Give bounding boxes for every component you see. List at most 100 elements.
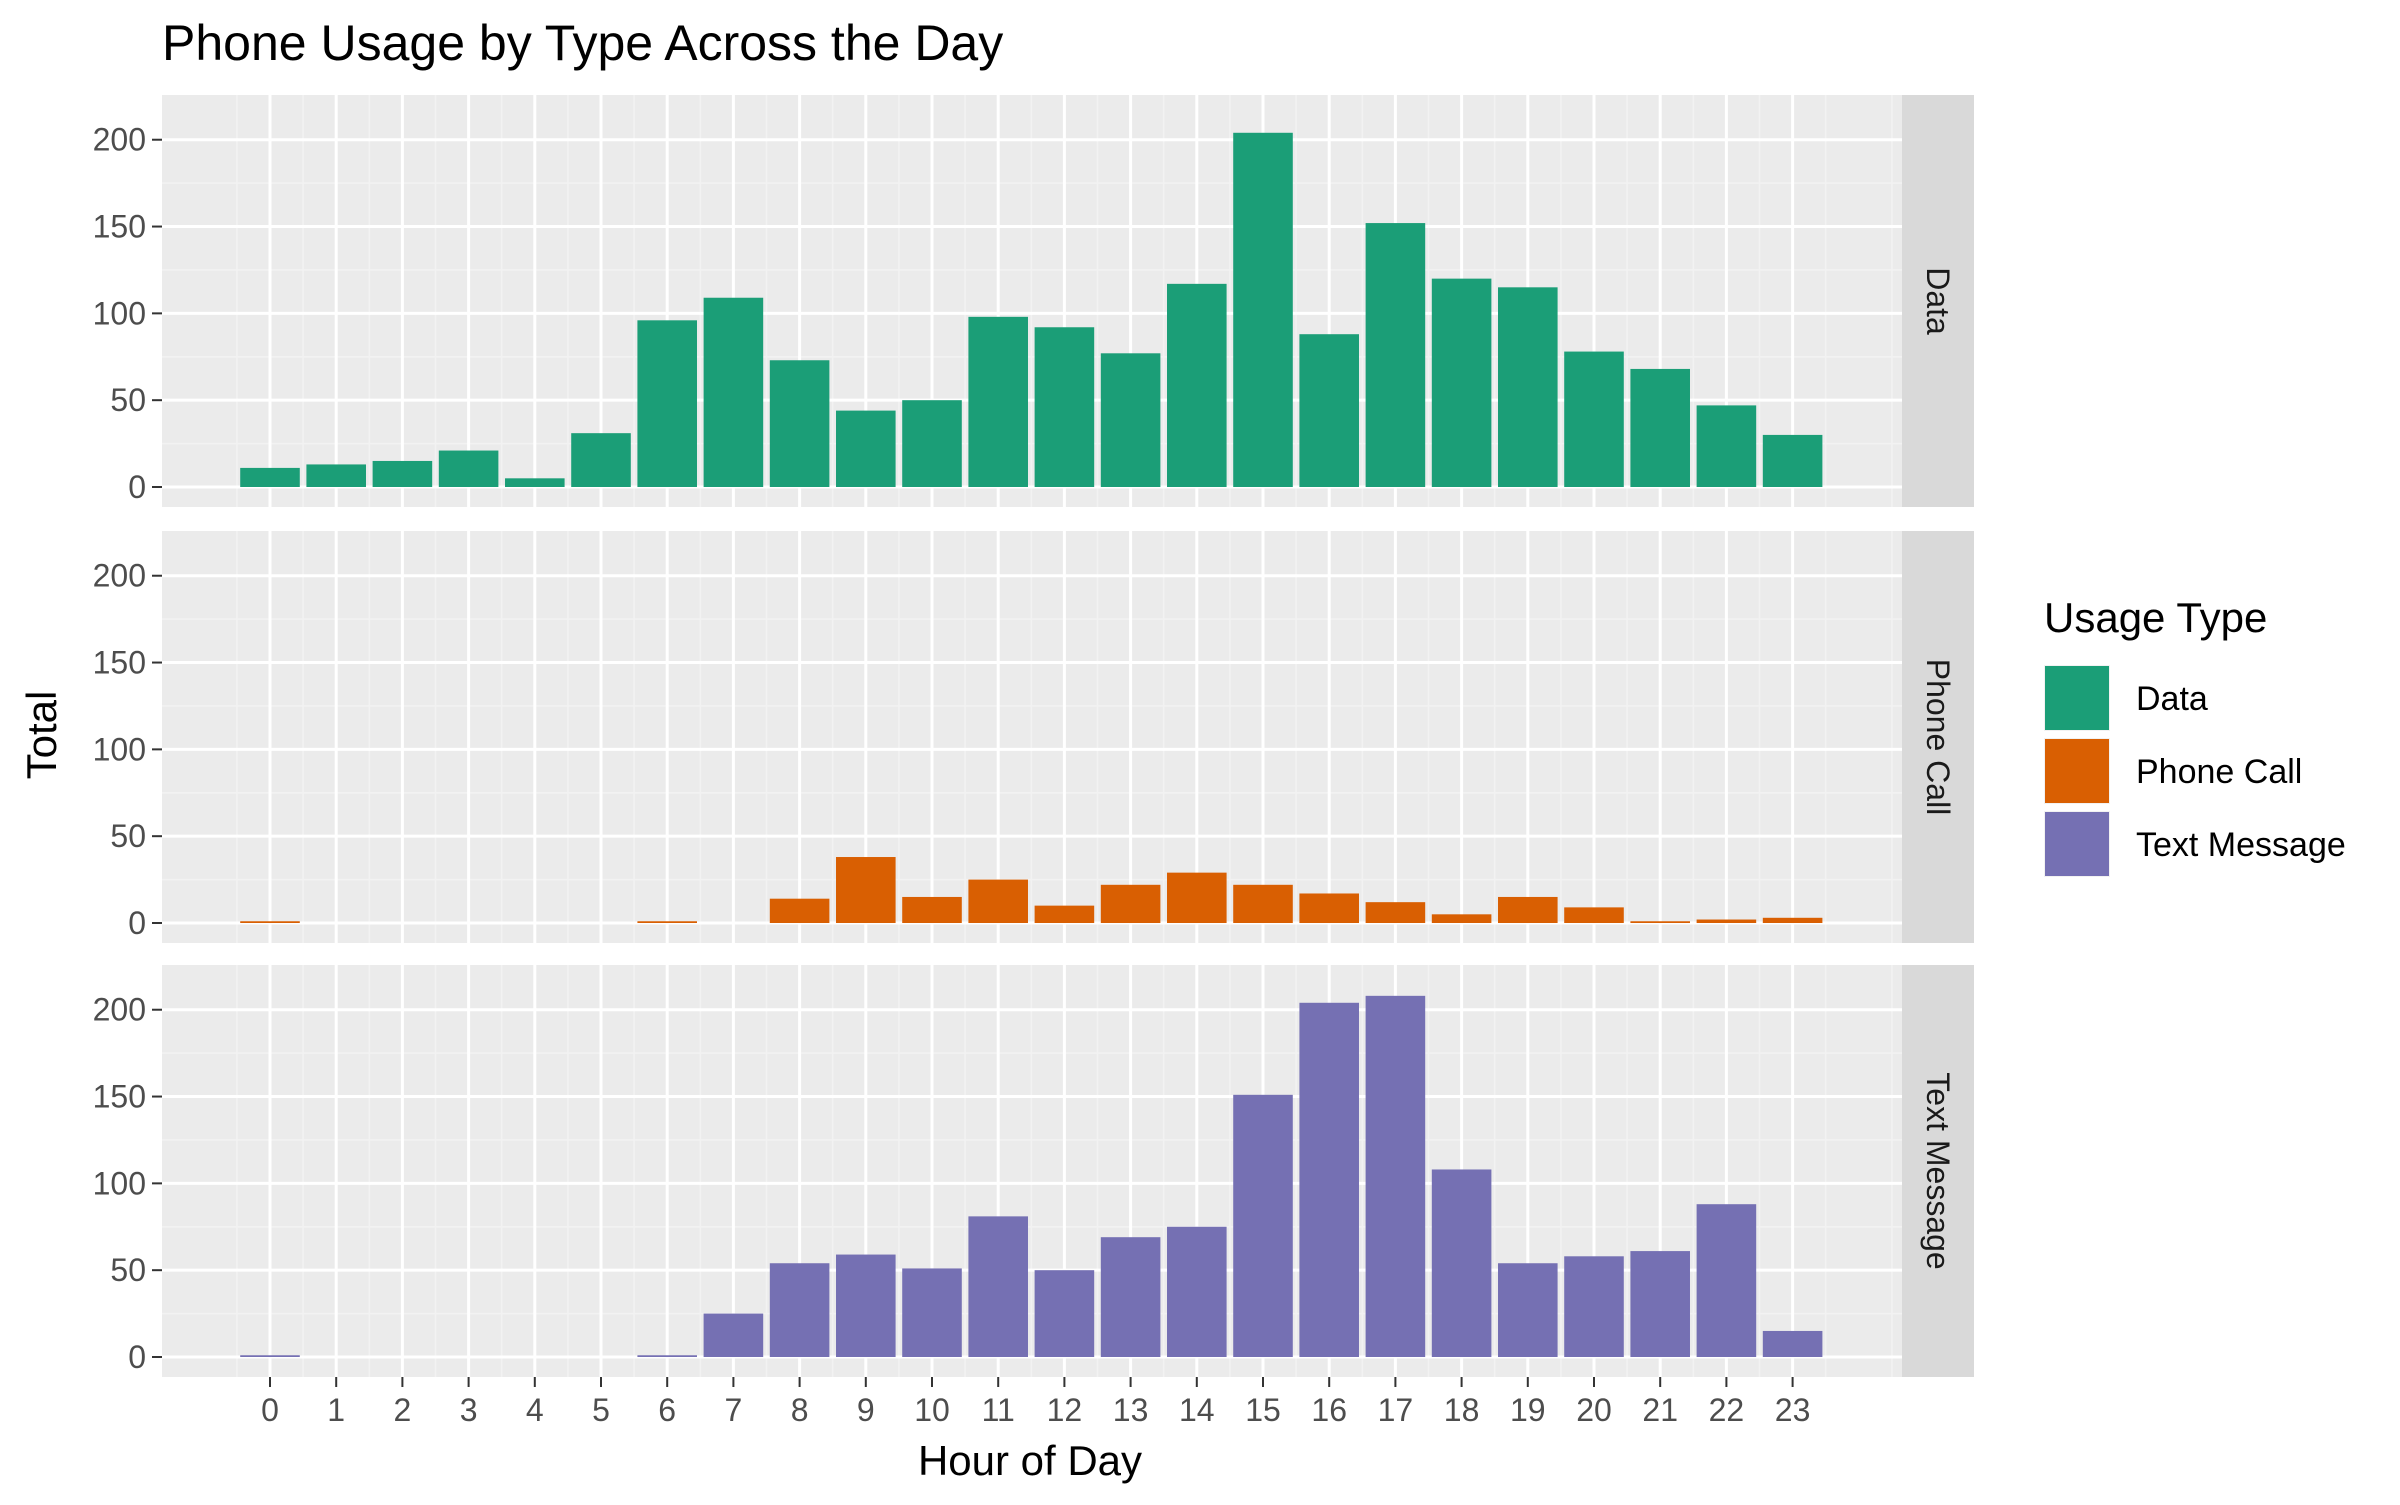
y-tick-label: 200 xyxy=(93,558,146,594)
bar-text-message-hour-7[interactable] xyxy=(703,1313,764,1357)
bar-phone-call-hour-23[interactable] xyxy=(1762,917,1823,923)
bar-data-hour-20[interactable] xyxy=(1564,351,1624,487)
bar-phone-call-hour-8[interactable] xyxy=(769,898,830,923)
bar-data-hour-15[interactable] xyxy=(1233,132,1293,488)
bar-text-message-hour-6[interactable] xyxy=(637,1355,697,1357)
bar-data-hour-10[interactable] xyxy=(902,400,962,487)
bar-data-hour-22[interactable] xyxy=(1696,405,1757,487)
bar-text-message-hour-21[interactable] xyxy=(1630,1251,1690,1357)
bar-text-message-hour-10[interactable] xyxy=(902,1268,962,1357)
bar-text-message-hour-18[interactable] xyxy=(1431,1169,1492,1357)
y-tick-label: 0 xyxy=(128,469,146,505)
bar-data-hour-5[interactable] xyxy=(571,433,631,487)
x-tick-label: 12 xyxy=(1047,1392,1083,1428)
y-tick-label: 150 xyxy=(93,1079,146,1115)
bar-phone-call-hour-11[interactable] xyxy=(968,879,1028,923)
legend-item-phone-call[interactable]: Phone Call xyxy=(2044,738,2302,804)
x-tick-label: 9 xyxy=(857,1392,875,1428)
bar-phone-call-hour-14[interactable] xyxy=(1167,872,1227,923)
bar-phone-call-hour-16[interactable] xyxy=(1299,893,1359,923)
bar-text-message-hour-13[interactable] xyxy=(1100,1237,1161,1357)
bar-phone-call-hour-12[interactable] xyxy=(1034,905,1095,923)
chart-title: Phone Usage by Type Across the Day xyxy=(162,15,1003,71)
bar-phone-call-hour-10[interactable] xyxy=(902,896,962,923)
bar-phone-call-hour-0[interactable] xyxy=(240,921,300,923)
bar-phone-call-hour-17[interactable] xyxy=(1365,902,1426,923)
bar-data-hour-19[interactable] xyxy=(1498,287,1558,487)
bar-data-hour-23[interactable] xyxy=(1762,434,1823,487)
x-tick-label: 19 xyxy=(1510,1392,1546,1428)
bar-text-message-hour-8[interactable] xyxy=(769,1263,830,1357)
bar-data-hour-6[interactable] xyxy=(637,320,697,487)
bar-data-hour-18[interactable] xyxy=(1431,278,1492,487)
x-tick-label: 1 xyxy=(327,1392,345,1428)
bar-text-message-hour-9[interactable] xyxy=(836,1254,896,1357)
bar-data-hour-14[interactable] xyxy=(1167,283,1227,487)
bar-text-message-hour-15[interactable] xyxy=(1233,1094,1293,1357)
facet-strip xyxy=(1902,531,1974,943)
bar-data-hour-17[interactable] xyxy=(1365,223,1426,487)
bar-text-message-hour-14[interactable] xyxy=(1167,1226,1227,1357)
legend-label: Data xyxy=(2136,680,2208,718)
bar-text-message-hour-23[interactable] xyxy=(1762,1330,1823,1357)
legend-item-data[interactable]: Data xyxy=(2044,665,2208,731)
bar-text-message-hour-17[interactable] xyxy=(1365,995,1426,1357)
y-tick-label: 150 xyxy=(93,645,146,681)
x-tick-label: 11 xyxy=(982,1392,1015,1428)
x-tick-label: 10 xyxy=(914,1392,950,1428)
bar-data-hour-7[interactable] xyxy=(703,297,764,487)
x-tick-label: 2 xyxy=(394,1392,412,1428)
x-tick-label: 14 xyxy=(1179,1392,1215,1428)
bar-data-hour-9[interactable] xyxy=(836,410,896,487)
bar-data-hour-21[interactable] xyxy=(1630,368,1690,487)
x-tick-label: 20 xyxy=(1576,1392,1612,1428)
bar-data-hour-2[interactable] xyxy=(372,460,433,487)
facet-panel-text-message: 0 50 100 150 200 Text Message xyxy=(93,965,1974,1377)
bar-data-hour-3[interactable] xyxy=(438,450,499,487)
x-tick-label: 23 xyxy=(1775,1392,1811,1428)
bar-text-message-hour-0[interactable] xyxy=(240,1355,300,1357)
bar-text-message-hour-22[interactable] xyxy=(1696,1204,1757,1357)
y-axis-title: Total xyxy=(18,691,65,780)
bar-phone-call-hour-22[interactable] xyxy=(1696,919,1757,923)
x-tick-label: 8 xyxy=(791,1392,809,1428)
bar-phone-call-hour-15[interactable] xyxy=(1233,884,1293,923)
y-tick-label: 100 xyxy=(93,731,146,767)
bar-data-hour-1[interactable] xyxy=(306,464,366,487)
legend-title: Usage Type xyxy=(2044,594,2267,641)
x-tick-label: 22 xyxy=(1709,1392,1745,1428)
bar-data-hour-11[interactable] xyxy=(968,316,1028,487)
bar-text-message-hour-20[interactable] xyxy=(1564,1256,1624,1357)
legend-swatch xyxy=(2045,739,2109,803)
facet-strip-label: Text Message xyxy=(1920,1072,1956,1269)
legend-label: Text Message xyxy=(2136,826,2346,864)
bar-text-message-hour-11[interactable] xyxy=(968,1216,1028,1357)
bar-data-hour-13[interactable] xyxy=(1100,353,1161,487)
facet-strip xyxy=(1902,965,1974,1377)
bar-phone-call-hour-9[interactable] xyxy=(836,857,896,923)
bar-text-message-hour-16[interactable] xyxy=(1299,1002,1359,1357)
facet-panels: 0 50 100 150 200 Data 0 50 100 150 200 Phone Call 0 5… xyxy=(93,95,1974,1377)
legend[interactable]: Usage Type Data Phone Call Text Message xyxy=(2044,594,2346,877)
bar-phone-call-hour-21[interactable] xyxy=(1630,921,1690,923)
bar-phone-call-hour-13[interactable] xyxy=(1100,884,1161,923)
bar-data-hour-0[interactable] xyxy=(240,467,300,487)
legend-swatch xyxy=(2045,666,2109,730)
bar-data-hour-4[interactable] xyxy=(505,478,565,487)
x-tick-label: 6 xyxy=(658,1392,676,1428)
bar-phone-call-hour-18[interactable] xyxy=(1431,914,1492,923)
bar-phone-call-hour-19[interactable] xyxy=(1498,896,1558,923)
bar-phone-call-hour-6[interactable] xyxy=(637,921,697,923)
bar-data-hour-12[interactable] xyxy=(1034,327,1095,487)
bar-phone-call-hour-20[interactable] xyxy=(1564,907,1624,923)
legend-item-text-message[interactable]: Text Message xyxy=(2044,811,2346,877)
x-tick-label: 4 xyxy=(526,1392,544,1428)
bar-text-message-hour-19[interactable] xyxy=(1498,1263,1558,1357)
x-tick-label: 16 xyxy=(1311,1392,1347,1428)
bar-text-message-hour-12[interactable] xyxy=(1034,1270,1095,1357)
y-tick-label: 0 xyxy=(128,905,146,941)
bar-data-hour-8[interactable] xyxy=(769,360,830,487)
bar-data-hour-16[interactable] xyxy=(1299,334,1359,487)
